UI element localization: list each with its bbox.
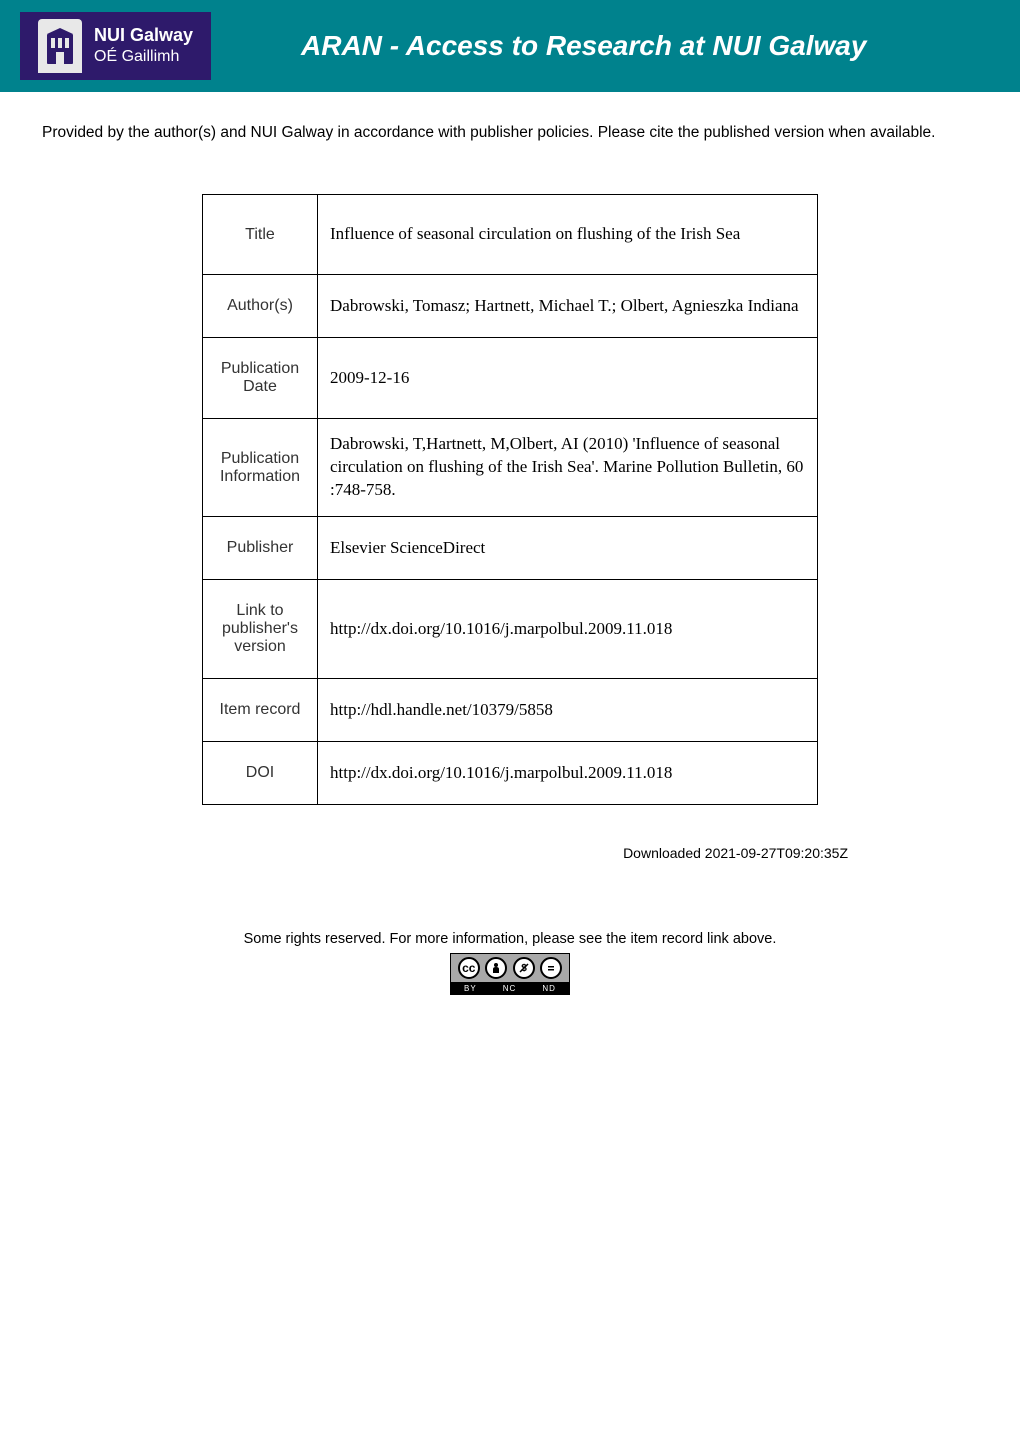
table-row: PublisherElsevier ScienceDirect: [203, 517, 818, 580]
metadata-label: Publication Date: [203, 338, 318, 419]
by-icon: [485, 957, 507, 979]
metadata-label: Title: [203, 195, 318, 275]
header-title: ARAN - Access to Research at NUI Galway: [301, 30, 866, 62]
table-row: Publication InformationDabrowski, T,Hart…: [203, 419, 818, 517]
metadata-value: Dabrowski, Tomasz; Hartnett, Michael T.;…: [318, 275, 818, 338]
metadata-value: http://dx.doi.org/10.1016/j.marpolbul.20…: [318, 580, 818, 679]
rights-text: Some rights reserved. For more informati…: [244, 931, 777, 947]
nd-icon: [540, 957, 562, 979]
metadata-label: Author(s): [203, 275, 318, 338]
table-row: DOIhttp://dx.doi.org/10.1016/j.marpolbul…: [203, 742, 818, 805]
rights-section: Some rights reserved. For more informati…: [42, 931, 978, 995]
cc-icons-row: cc $: [451, 954, 569, 982]
cc-label-by: BY: [464, 984, 477, 993]
cc-label-nd: ND: [542, 984, 556, 993]
header-bar: NUI Galway OÉ Gaillimh ARAN - Access to …: [0, 0, 1020, 92]
metadata-value: Influence of seasonal circulation on flu…: [318, 195, 818, 275]
cc-icon: cc: [458, 957, 480, 979]
cc-label-row: BY NC ND: [451, 982, 569, 994]
table-row: Publication Date2009-12-16: [203, 338, 818, 419]
metadata-label: Link to publisher's version: [203, 580, 318, 679]
institution-logo: NUI Galway OÉ Gaillimh: [20, 12, 211, 80]
metadata-table: TitleInfluence of seasonal circulation o…: [202, 194, 818, 805]
metadata-value: Dabrowski, T,Hartnett, M,Olbert, AI (201…: [318, 419, 818, 517]
table-row: Link to publisher's versionhttp://dx.doi…: [203, 580, 818, 679]
metadata-table-body: TitleInfluence of seasonal circulation o…: [203, 195, 818, 805]
metadata-label: Publisher: [203, 517, 318, 580]
metadata-value: http://dx.doi.org/10.1016/j.marpolbul.20…: [318, 742, 818, 805]
downloaded-timestamp: Downloaded 2021-09-27T09:20:35Z: [42, 845, 848, 861]
logo-text: NUI Galway OÉ Gaillimh: [94, 24, 193, 68]
metadata-label: Publication Information: [203, 419, 318, 517]
intro-text: Provided by the author(s) and NUI Galway…: [42, 120, 978, 146]
table-row: Item recordhttp://hdl.handle.net/10379/5…: [203, 679, 818, 742]
metadata-label: DOI: [203, 742, 318, 805]
metadata-value: Elsevier ScienceDirect: [318, 517, 818, 580]
cc-license-badge: cc $ BY NC ND: [450, 953, 570, 995]
metadata-label: Item record: [203, 679, 318, 742]
nc-icon: $: [513, 957, 535, 979]
logo-line2: OÉ Gaillimh: [94, 47, 193, 68]
table-row: TitleInfluence of seasonal circulation o…: [203, 195, 818, 275]
content-area: Provided by the author(s) and NUI Galway…: [0, 92, 1020, 1035]
table-row: Author(s)Dabrowski, Tomasz; Hartnett, Mi…: [203, 275, 818, 338]
cc-label-nc: NC: [503, 984, 517, 993]
logo-line1: NUI Galway: [94, 24, 193, 47]
metadata-value: http://hdl.handle.net/10379/5858: [318, 679, 818, 742]
metadata-value: 2009-12-16: [318, 338, 818, 419]
logo-emblem-icon: [38, 19, 82, 73]
